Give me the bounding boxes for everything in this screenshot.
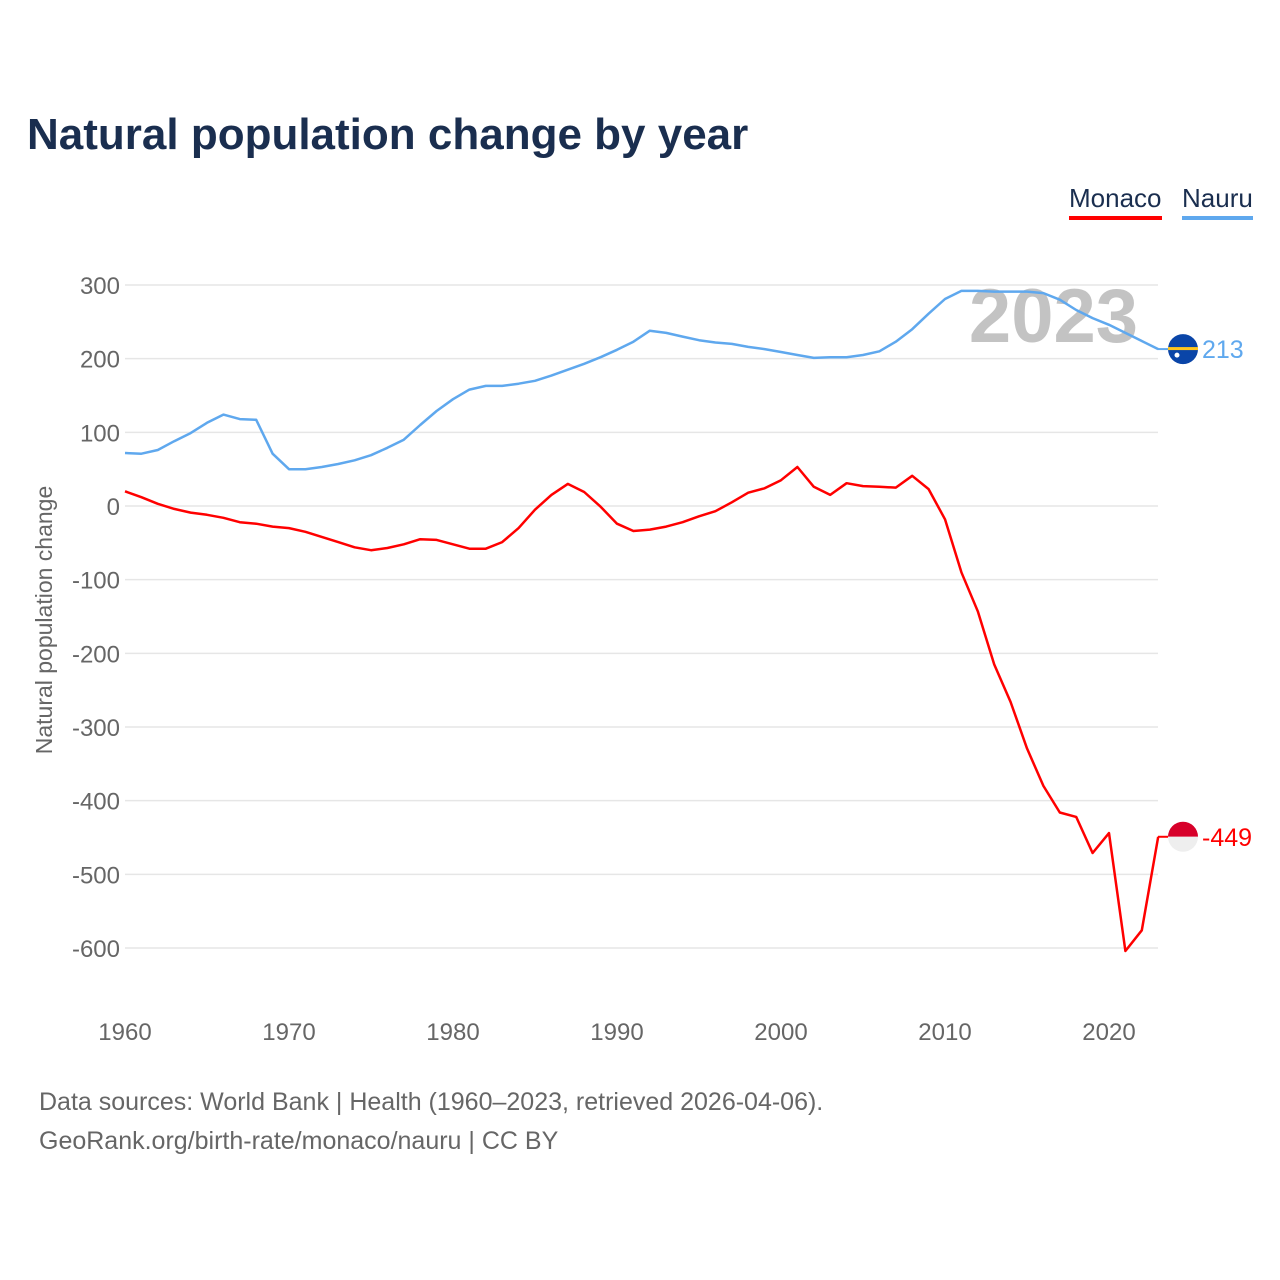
y-tick-label: -400 [72, 789, 120, 816]
series-line-nauru [124, 289, 1159, 471]
footer-url[interactable]: GeoRank.org/birth-rate/monaco/nauru | CC… [39, 1127, 559, 1155]
y-tick-label: -500 [72, 862, 120, 889]
y-axis-label: Natural population change [31, 486, 57, 755]
footer-source: Data sources: World Bank | Health (1960–… [39, 1088, 824, 1116]
x-tick-label: 1960 [98, 1019, 151, 1046]
y-tick-label: -100 [72, 568, 120, 595]
y-tick-label: -200 [72, 641, 120, 668]
x-tick-label: 1990 [590, 1019, 643, 1046]
x-tick-label: 1980 [426, 1019, 479, 1046]
y-tick-label: 200 [80, 347, 120, 374]
y-tick-label: -300 [72, 715, 120, 742]
end-value-label-nauru: 213 [1202, 336, 1244, 364]
monaco-flag-icon [1168, 821, 1198, 837]
y-tick-label: 300 [80, 273, 120, 300]
series-line-monaco [124, 465, 1160, 953]
legend-monaco[interactable]: Monaco [1069, 183, 1162, 220]
nauru-flag-stripe [1168, 347, 1198, 351]
end-value-label-monaco: -449 [1202, 824, 1252, 852]
monaco-flag-lower [1168, 836, 1198, 852]
x-tick-label: 2010 [918, 1019, 971, 1046]
y-tick-label: 0 [107, 494, 120, 521]
nauru-flag-star [1174, 352, 1180, 358]
chart-title: Natural population change by year [27, 110, 749, 159]
y-tick-label: -600 [72, 936, 120, 963]
x-tick-label: 2020 [1082, 1019, 1135, 1046]
y-tick-label: 100 [80, 420, 120, 447]
year-watermark: 2023 [969, 274, 1138, 359]
x-tick-label: 1970 [262, 1019, 315, 1046]
x-tick-label: 2000 [754, 1019, 807, 1046]
legend-nauru[interactable]: Nauru [1182, 183, 1253, 220]
